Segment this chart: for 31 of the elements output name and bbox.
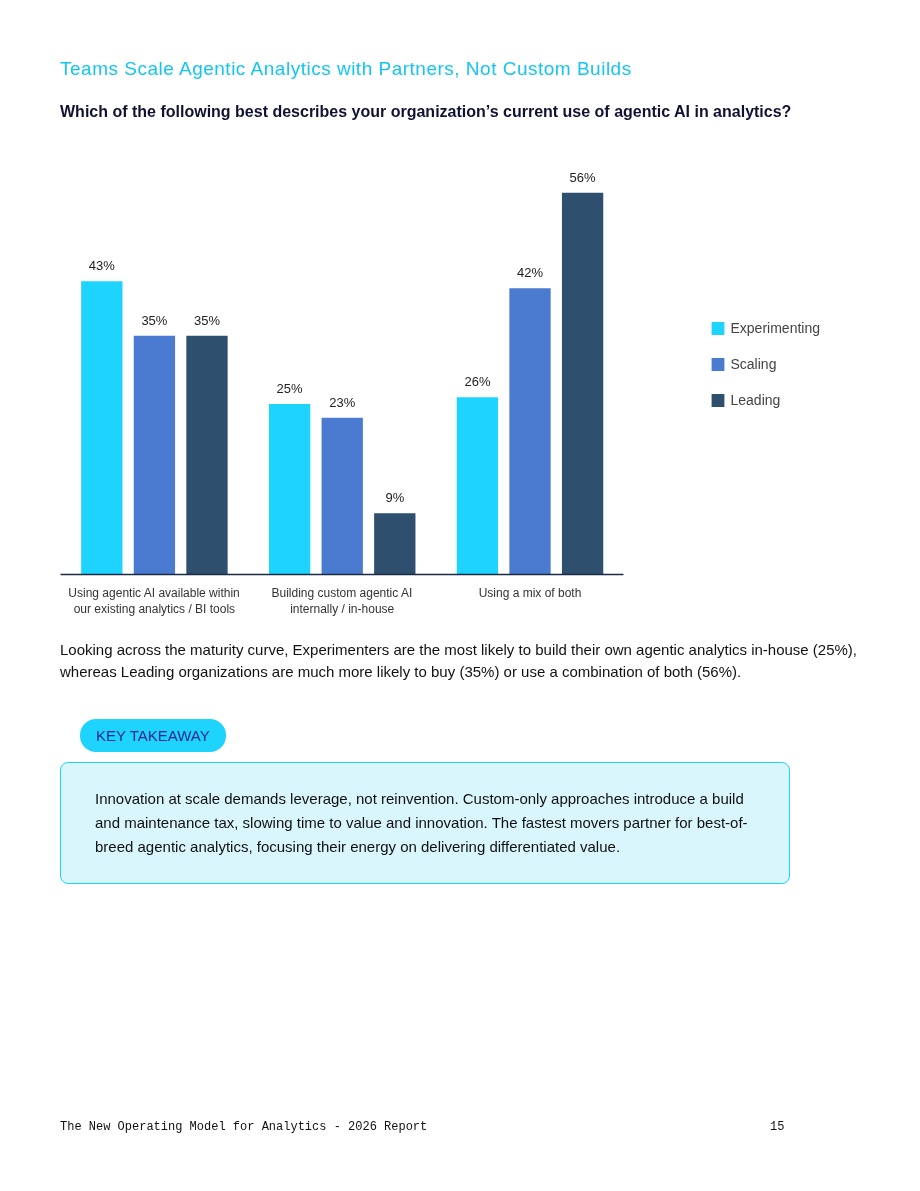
bar: [268, 404, 311, 575]
chart-title: Teams Scale Agentic Analytics with Partners, Not Custom Builds: [60, 57, 632, 81]
chart-subtitle: Which of the following best describes your organization’s current use of agentic AI in analytics?: [60, 102, 792, 123]
bar: [133, 335, 176, 575]
x-tick-label: Using a mix of both: [478, 585, 582, 600]
bar: [509, 288, 551, 575]
data-label: 9%: [385, 490, 405, 506]
bar: [561, 192, 604, 575]
data-label: 35%: [141, 312, 168, 328]
text: Looking across the maturity curve, Experimenters are the most likely to build their own agentic analytics in-house (25%), whereas Leading organizations are much more likely to buy (35%) or use a combination of both (56%).: [60, 640, 859, 683]
bar: [456, 397, 499, 575]
data-label: 35%: [193, 312, 221, 328]
x-tick-label: Building custom agentic AI internally / in-house: [271, 585, 413, 617]
bar: [81, 281, 123, 575]
text: 15: [770, 1119, 785, 1137]
legend-label: Scaling: [730, 355, 777, 372]
data-label: 23%: [329, 394, 356, 410]
bar: [321, 417, 363, 575]
bar: [374, 513, 416, 575]
bar: [186, 335, 228, 575]
legend-label: Experimenting: [730, 319, 820, 336]
x-tick-label: Using agentic AI available within our existing analytics / BI tools: [68, 585, 240, 617]
text: Innovation at scale demands leverage, not reinvention. Custom-only approaches introduce a build and maintenance tax, slowing time to value and innovation. The fastest movers partner for best-of-breed agentic analytics, focusing their energy on delivering differentiated value.: [95, 789, 749, 858]
data-label: 42%: [517, 265, 544, 281]
data-label: 26%: [464, 374, 491, 390]
data-label: 25%: [276, 381, 304, 397]
data-label: 56%: [569, 169, 597, 185]
legend-label: Leading: [730, 391, 781, 408]
text: KEY TAKEAWAY: [96, 726, 210, 746]
text: The New Operating Model for Analytics - 2026 Report: [60, 1119, 428, 1137]
data-label: 43%: [88, 258, 116, 274]
